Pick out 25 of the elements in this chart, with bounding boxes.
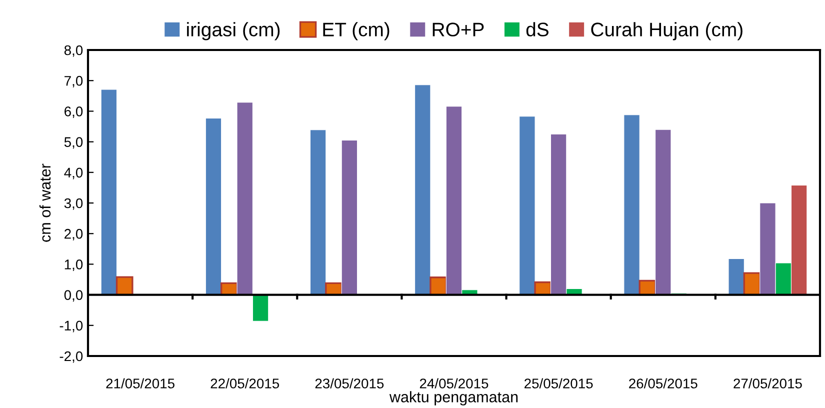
y-tick-label: 1,0 xyxy=(64,260,83,272)
legend-label: irigasi (cm) xyxy=(187,22,280,40)
y-tick-label: 0,0 xyxy=(64,290,83,302)
y-tick-label: 6,0 xyxy=(64,106,83,118)
y-tick-label: 3,0 xyxy=(64,198,83,210)
y-axis-title: cm of water xyxy=(39,164,51,242)
x-tick-label: 24/05/2015 xyxy=(420,378,488,388)
x-tick-label: 25/05/2015 xyxy=(524,378,593,388)
x-axis-title: waktu pengamatan xyxy=(389,391,518,406)
y-tick-label: 5,0 xyxy=(64,137,83,149)
x-tick-label: 21/05/2015 xyxy=(106,378,174,388)
y-tick-label: -1,0 xyxy=(60,320,83,332)
x-tick-label: 26/05/2015 xyxy=(629,378,698,388)
legend-label: dS xyxy=(526,22,548,36)
y-tick-label: 8,0 xyxy=(64,45,83,57)
legend-label: ET (cm) xyxy=(323,22,390,40)
legend-label: Curah Hujan (cm) xyxy=(591,22,742,40)
x-tick-label: 22/05/2015 xyxy=(210,378,280,388)
x-tick-label: 27/05/2015 xyxy=(734,378,802,388)
y-tick-label: 2,0 xyxy=(64,228,83,240)
x-tick-label: 23/05/2015 xyxy=(315,378,384,388)
legend-label: RO+P xyxy=(432,22,484,36)
y-tick-label: 7,0 xyxy=(64,76,83,88)
y-tick-label: 4,0 xyxy=(64,168,83,180)
y-tick-label: -2,0 xyxy=(60,351,83,363)
